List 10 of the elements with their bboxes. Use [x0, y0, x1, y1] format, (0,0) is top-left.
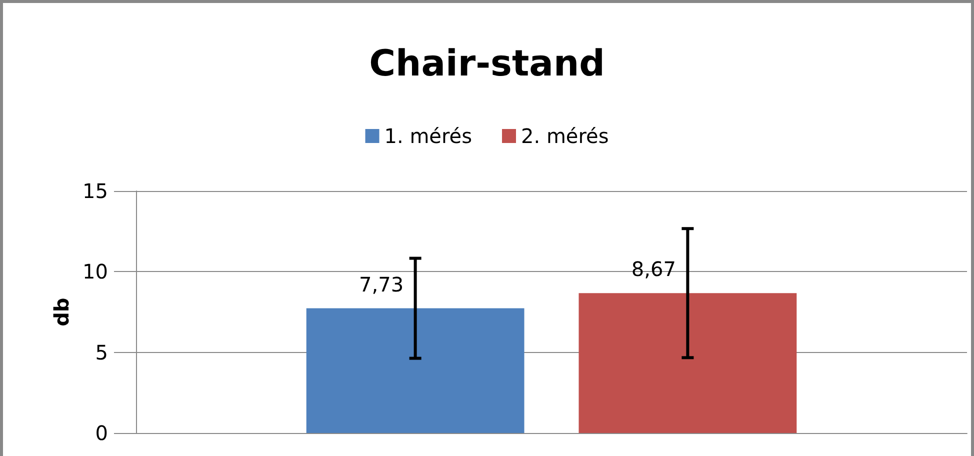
data-label: 8,67	[631, 257, 676, 282]
legend-label: 1. mérés	[384, 124, 472, 148]
y-tick-label: 5	[95, 340, 108, 364]
y-tick-label: 0	[95, 421, 108, 445]
data-label: 7,73	[359, 272, 404, 296]
y-tick-label: 10	[82, 260, 108, 284]
y-axis-title: db	[50, 298, 74, 326]
legend-label: 2. mérés	[521, 124, 609, 148]
y-tick-label: 15	[82, 179, 108, 203]
chart-title: Chair-stand	[369, 44, 605, 84]
